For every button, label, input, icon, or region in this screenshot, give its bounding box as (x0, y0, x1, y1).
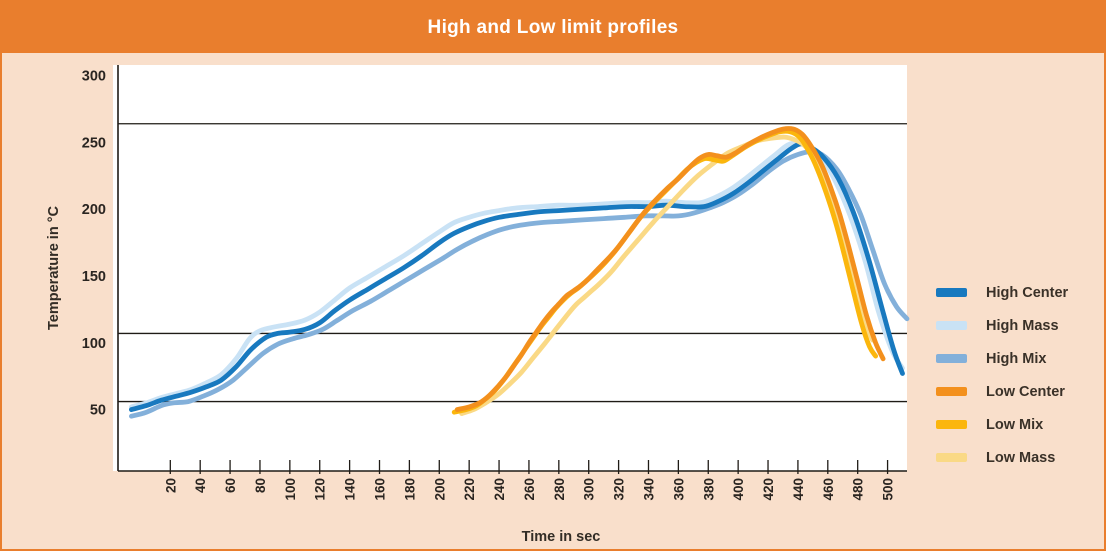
y-axis-title: Temperature in °C (46, 205, 62, 330)
svg-text:100: 100 (283, 478, 298, 501)
series-high-mix (129, 149, 910, 419)
high-mix-swatch-icon (936, 354, 967, 363)
legend-item-low-center: Low Center (936, 375, 1068, 408)
legend-item-high-mix: High Mix (936, 342, 1068, 375)
svg-text:200: 200 (432, 478, 447, 501)
svg-text:40: 40 (193, 478, 208, 493)
svg-text:60: 60 (223, 478, 238, 493)
x-axis-tick-labels: 20 40 60 80 100 120 140 160 180 200 220 240 260 280 30… (163, 478, 895, 501)
svg-text:420: 420 (761, 478, 776, 501)
legend-label: Low Center (986, 383, 1065, 400)
svg-text:180: 180 (402, 478, 417, 501)
series-low-mass (459, 134, 875, 416)
low-mass-swatch-icon (936, 453, 967, 462)
low-mix-swatch-icon (936, 420, 967, 429)
svg-text:340: 340 (641, 478, 656, 501)
legend-label: High Mix (986, 350, 1047, 367)
svg-text:380: 380 (701, 478, 716, 501)
legend-item-low-mix: Low Mix (936, 408, 1068, 441)
svg-text:280: 280 (552, 478, 567, 501)
chart-title: High and Low limit profiles (427, 16, 679, 38)
svg-text:440: 440 (791, 478, 806, 501)
legend-label: Low Mix (986, 416, 1044, 433)
svg-text:80: 80 (253, 478, 268, 493)
limit-reference-lines (118, 123, 907, 403)
svg-text:240: 240 (492, 478, 507, 501)
title-bar: High and Low limit profiles (2, 2, 1104, 53)
legend-item-low-mass: Low Mass (936, 441, 1068, 474)
legend-label: High Mass (986, 317, 1059, 334)
svg-text:300: 300 (82, 69, 106, 85)
svg-text:400: 400 (731, 478, 746, 501)
svg-text:360: 360 (671, 478, 686, 501)
svg-text:480: 480 (851, 478, 866, 501)
profile-curves (129, 126, 910, 419)
legend-item-high-center: High Center (936, 276, 1068, 309)
high-center-swatch-icon (936, 288, 967, 297)
y-axis-tick-labels: 50 100 150 200 250 300 (82, 69, 106, 419)
svg-text:140: 140 (343, 478, 358, 501)
svg-text:160: 160 (373, 478, 388, 501)
axes (117, 65, 907, 474)
svg-text:100: 100 (82, 336, 106, 352)
svg-text:220: 220 (462, 478, 477, 501)
svg-text:20: 20 (163, 478, 178, 493)
series-low-center (454, 126, 886, 412)
plot-area (113, 65, 907, 471)
svg-text:500: 500 (881, 478, 896, 501)
legend-label: Low Mass (986, 449, 1056, 466)
svg-text:320: 320 (612, 478, 627, 501)
low-center-swatch-icon (936, 387, 967, 396)
svg-text:250: 250 (82, 135, 106, 151)
svg-text:50: 50 (90, 403, 106, 419)
svg-text:150: 150 (82, 269, 106, 285)
legend-label: High Center (986, 284, 1069, 301)
svg-text:200: 200 (82, 202, 106, 218)
legend-item-high-mass: High Mass (936, 309, 1068, 342)
svg-text:260: 260 (522, 478, 537, 501)
svg-text:300: 300 (582, 478, 597, 501)
legend: High Center High Mass High Mix Low Cente… (936, 276, 1068, 474)
svg-text:460: 460 (821, 478, 836, 501)
svg-text:120: 120 (313, 478, 328, 501)
high-mass-swatch-icon (936, 321, 967, 330)
x-axis-title: Time in sec (522, 529, 601, 545)
